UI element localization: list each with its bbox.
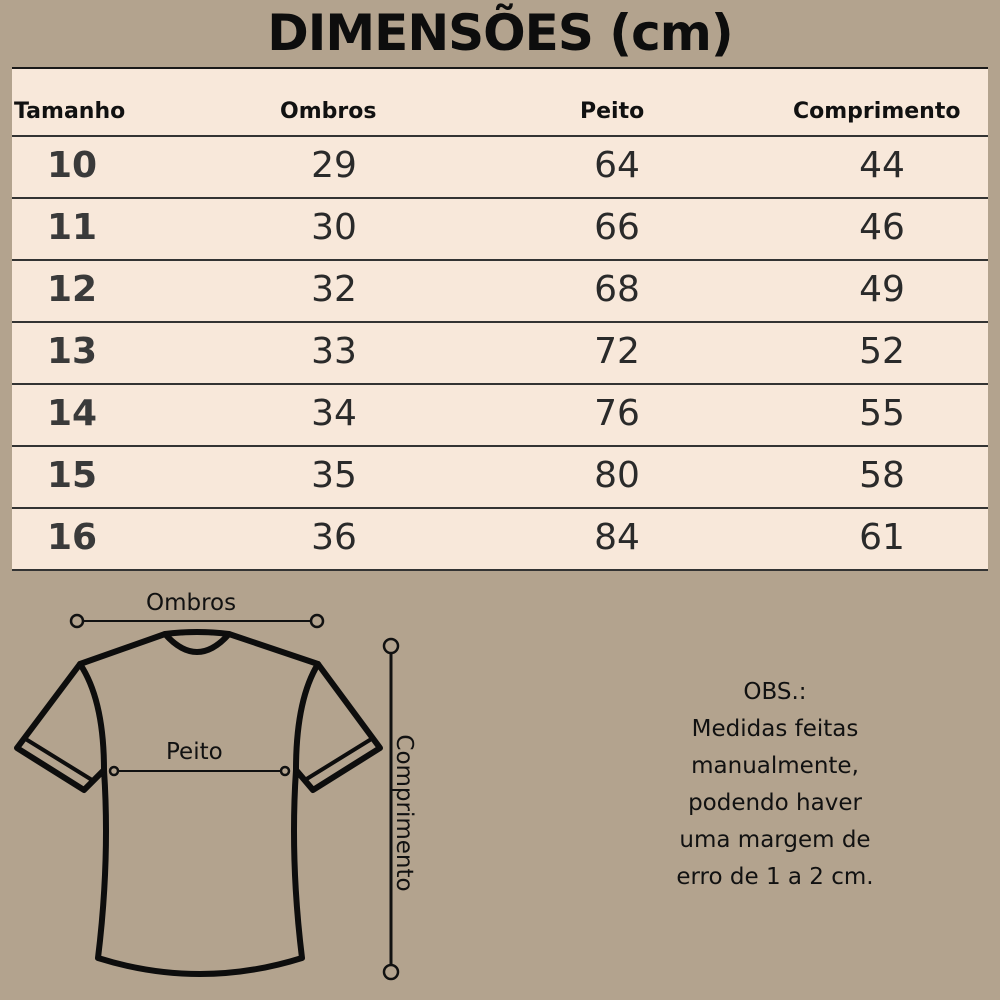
- table-bottom-border: [12, 569, 988, 571]
- chest-cell: 66: [594, 207, 640, 248]
- table-row: 12 32 68 49: [12, 259, 988, 323]
- shoulders-cell: 36: [311, 517, 357, 558]
- table-row: 11 30 66 46: [12, 197, 988, 261]
- measure-lines: [78, 620, 393, 970]
- length-cell: 46: [859, 207, 905, 248]
- note-line: erro de 1 a 2 cm.: [676, 864, 874, 890]
- size-cell: 16: [46, 517, 98, 558]
- size-cell: 13: [46, 331, 98, 372]
- table-row: 15 35 80 58: [12, 445, 988, 509]
- size-cell: 12: [46, 269, 98, 310]
- chest-cell: 64: [594, 145, 640, 186]
- chest-cell: 76: [594, 393, 640, 434]
- table-row: 14 34 76 55: [12, 383, 988, 447]
- endpoint-icons: [69, 613, 400, 981]
- table-row: 13 33 72 52: [12, 321, 988, 385]
- shoulders-cell: 33: [311, 331, 357, 372]
- note-line: uma margem de: [679, 827, 871, 853]
- shoulders-label: Ombros: [146, 590, 237, 616]
- size-cell: 11: [46, 207, 98, 248]
- header-shoulders: Ombros: [280, 99, 377, 124]
- note-line: Medidas feitas: [691, 716, 859, 742]
- length-cell: 61: [859, 517, 905, 558]
- length-cell: 44: [859, 145, 905, 186]
- chest-cell: 80: [594, 455, 640, 496]
- page-title: DIMENSÕES (cm): [267, 4, 733, 62]
- note-line: manualmente,: [691, 753, 859, 779]
- length-label: Comprimento: [391, 734, 417, 892]
- shoulders-cell: 34: [311, 393, 357, 434]
- shoulders-cell: 29: [311, 145, 357, 186]
- length-cell: 52: [859, 331, 905, 372]
- chest-label: Peito: [166, 739, 223, 765]
- length-cell: 49: [859, 269, 905, 310]
- tshirt-outline-icon: [14, 629, 383, 977]
- size-table: Tamanho Ombros Peito Comprimento 10 29 64 4…: [12, 67, 988, 571]
- shoulders-cell: 32: [311, 269, 357, 310]
- length-cell: 55: [859, 393, 905, 434]
- size-cell: 15: [46, 455, 98, 496]
- chest-cell: 72: [594, 331, 640, 372]
- table-row: 16 36 84 61: [12, 507, 988, 571]
- table-row: 10 29 64 44: [12, 135, 988, 199]
- size-cell: 10: [46, 145, 98, 186]
- note-line: OBS.:: [743, 679, 807, 705]
- header-size: Tamanho: [14, 99, 126, 124]
- note-line: podendo haver: [688, 790, 862, 816]
- shoulders-cell: 35: [311, 455, 357, 496]
- size-cell: 14: [46, 393, 98, 434]
- shoulders-cell: 30: [311, 207, 357, 248]
- chest-cell: 68: [594, 269, 640, 310]
- chest-cell: 84: [594, 517, 640, 558]
- note: OBS.: Medidas feitas manualmente, podend…: [640, 674, 910, 896]
- header-length: Comprimento: [793, 99, 961, 124]
- length-cell: 58: [859, 455, 905, 496]
- header-chest: Peito: [580, 99, 645, 124]
